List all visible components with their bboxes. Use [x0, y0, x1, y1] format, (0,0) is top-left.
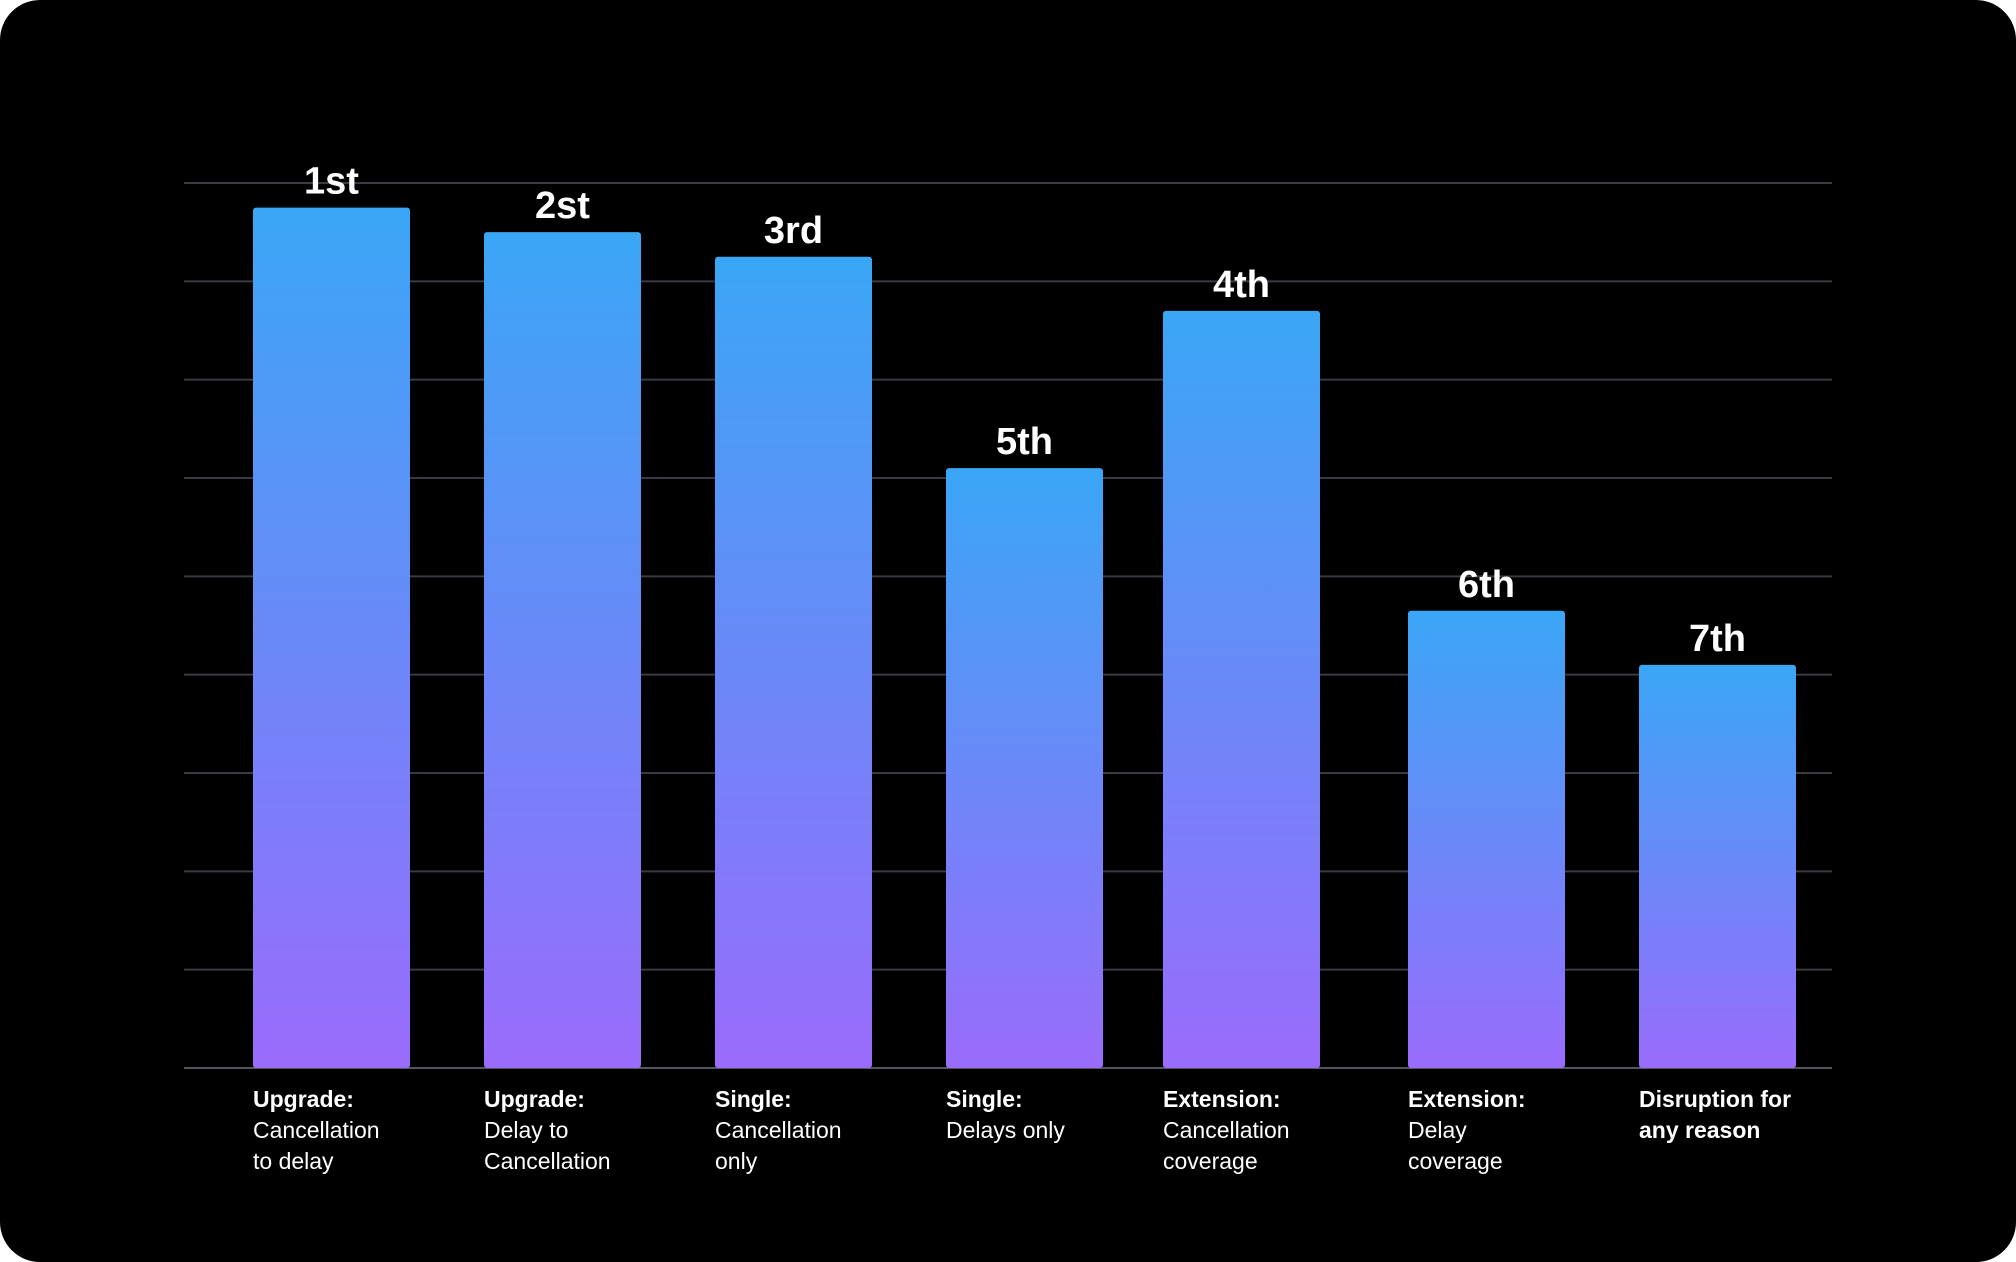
category-label-line: coverage — [1408, 1148, 1503, 1174]
data-label-1: 1st — [304, 161, 359, 203]
category-label-2: Upgrade: Delay to Cancellation — [484, 1086, 611, 1174]
category-label-line: to delay — [253, 1148, 334, 1174]
category-label-line: coverage — [1163, 1148, 1258, 1174]
data-labels: 1st 2st 3rd 5th 4th 6th 7th — [304, 161, 1746, 660]
category-label-line: Cancellation — [253, 1117, 380, 1143]
category-label-line: Cancellation — [715, 1117, 842, 1143]
category-label-line: Cancellation — [484, 1148, 611, 1174]
category-label-bold: Extension: — [1163, 1086, 1281, 1112]
category-label-6: Extension: Delay coverage — [1408, 1086, 1526, 1174]
category-label-bold: Disruption for — [1639, 1086, 1791, 1112]
category-label-line: Delay — [1408, 1117, 1467, 1143]
bar-4 — [946, 468, 1103, 1069]
data-label-5: 4th — [1213, 264, 1270, 306]
category-label-1: Upgrade: Cancellation to delay — [253, 1086, 380, 1174]
bars — [253, 207, 1796, 1069]
category-label-line: Delays only — [946, 1117, 1065, 1143]
data-label-4: 5th — [996, 421, 1053, 463]
bar-3 — [715, 256, 872, 1068]
category-label-bold: Upgrade: — [484, 1086, 585, 1112]
bar-1 — [253, 207, 410, 1069]
data-label-2: 2st — [535, 185, 590, 227]
category-label-line: Delay to — [484, 1117, 568, 1143]
bar-6 — [1408, 610, 1565, 1068]
bar-7 — [1639, 664, 1796, 1068]
category-label-line: only — [715, 1148, 758, 1174]
category-labels: Upgrade: Cancellation to delay Upgrade: Dela… — [253, 1086, 1791, 1174]
category-label-line: Cancellation — [1163, 1117, 1290, 1143]
category-label-5: Extension: Cancellation coverage — [1163, 1086, 1290, 1174]
data-label-3: 3rd — [764, 210, 823, 252]
category-label-bold: any reason — [1639, 1117, 1760, 1143]
data-label-6: 6th — [1458, 564, 1515, 606]
data-label-7: 7th — [1689, 618, 1746, 660]
category-label-bold: Single: — [715, 1086, 792, 1112]
category-label-3: Single: Cancellation only — [715, 1086, 842, 1174]
category-label-bold: Extension: — [1408, 1086, 1526, 1112]
category-label-4: Single: Delays only — [946, 1086, 1065, 1143]
category-label-bold: Single: — [946, 1086, 1023, 1112]
bar-5 — [1163, 310, 1320, 1068]
category-label-bold: Upgrade: — [253, 1086, 354, 1112]
bar-2 — [484, 232, 641, 1068]
category-label-7: Disruption for any reason — [1639, 1086, 1791, 1143]
